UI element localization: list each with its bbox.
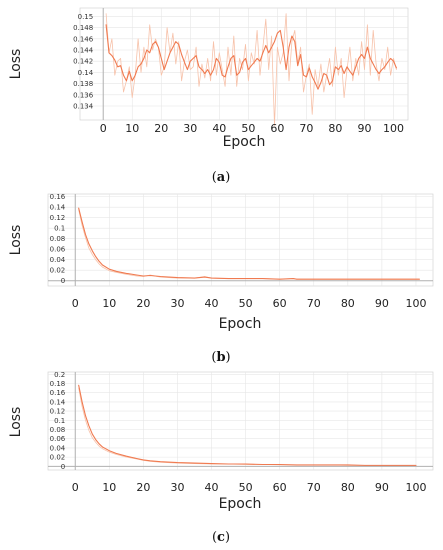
- smoothed-series-line: [78, 207, 420, 280]
- x-tick-label: 60: [273, 481, 287, 494]
- y-axis-title: Loss: [8, 49, 24, 80]
- loss-chart-a: 0.134 0.136 0.138 0.14 0.142 0.144 0.146 0.148 0…: [8, 7, 409, 185]
- y-tick-label: 0.16: [50, 193, 66, 201]
- y-tick-label: 0.2: [54, 371, 65, 379]
- y-tick-label: 0.12: [50, 408, 66, 416]
- x-tick-label: 20: [136, 481, 150, 494]
- x-axis-title: Epoch: [219, 316, 262, 332]
- y-tick-label: 0.02: [50, 454, 66, 462]
- x-tick-labels: 0 10 20 30 40 50 60 70 80 90 100: [72, 481, 427, 494]
- loss-chart-b: 0 0.02 0.04 0.06 0.08 0.1 0.12 0.14 0.16 0 10 20 30…: [8, 193, 434, 365]
- y-tick-label: 0.1: [54, 417, 65, 425]
- x-tick-label: 10: [102, 297, 116, 310]
- smoothed-series: [105, 24, 397, 90]
- smoothed-series-line: [105, 24, 397, 90]
- x-tick-label: 70: [307, 297, 321, 310]
- x-tick-label: 40: [205, 297, 219, 310]
- x-tick-label: 70: [299, 122, 313, 135]
- x-axis-title: Epoch: [219, 496, 262, 512]
- loss-chart-c: 00.020.040.060.080.10.120.140.160.180.2 …: [8, 371, 434, 545]
- y-tick-label: 0.134: [73, 103, 94, 111]
- x-tick-label: 0: [72, 481, 79, 494]
- y-axis-title: Loss: [8, 407, 24, 438]
- y-tick-label: 0: [61, 277, 65, 285]
- y-tick-label: 0.138: [73, 80, 93, 88]
- y-tick-label: 0.142: [73, 58, 93, 66]
- plot-area: [79, 7, 409, 121]
- x-axis-title: Epoch: [223, 134, 266, 150]
- x-tick-label: 10: [102, 481, 116, 494]
- grid-lines: [80, 8, 408, 120]
- y-tick-label: 0.18: [50, 380, 66, 388]
- caption-letter: b: [216, 350, 225, 365]
- x-tick-label: 80: [341, 297, 355, 310]
- x-tick-label: 100: [405, 297, 426, 310]
- caption-letter: a: [217, 170, 226, 185]
- x-tick-labels: 0 10 20 30 40 50 60 70 80 90 100: [72, 297, 427, 310]
- y-tick-label: 0.04: [50, 256, 66, 264]
- x-tick-label: 90: [357, 122, 371, 135]
- y-tick-label: 0.14: [50, 398, 66, 406]
- x-tick-label: 90: [375, 297, 389, 310]
- y-tick-label: 0.12: [50, 214, 66, 222]
- x-tick-label: 50: [239, 297, 253, 310]
- y-tick-label: 0.148: [73, 24, 93, 32]
- x-tick-label: 50: [239, 481, 253, 494]
- x-tick-label: 100: [383, 122, 404, 135]
- y-tick-label: 0.14: [50, 204, 66, 212]
- x-tick-label: 90: [375, 481, 389, 494]
- y-tick-label: 0.16: [50, 389, 66, 397]
- x-tick-label: 30: [170, 481, 184, 494]
- x-tick-label: 60: [273, 297, 287, 310]
- x-tick-label: 20: [136, 297, 150, 310]
- caption-b: (b): [211, 350, 230, 365]
- x-tick-label: 0: [100, 122, 107, 135]
- x-tick-label: 50: [241, 122, 255, 135]
- x-tick-label: 100: [405, 481, 426, 494]
- y-tick-labels: 00.02 0.040.060.080.10.12 0.140.160.180.2: [50, 371, 66, 471]
- y-tick-label: 0.136: [73, 91, 94, 99]
- y-tick-label: 0.04: [50, 444, 66, 452]
- x-tick-label: 40: [212, 122, 226, 135]
- y-tick-label: 0.08: [50, 426, 66, 434]
- x-tick-labels: 0 10 20 30 40 50 60 70 80 90 100: [100, 122, 404, 135]
- y-tick-label: 0.144: [73, 47, 94, 55]
- axes: [48, 194, 433, 286]
- y-tick-label: 0: [61, 463, 65, 471]
- x-tick-label: 40: [205, 481, 219, 494]
- y-tick-label: 0.14: [78, 69, 94, 77]
- x-tick-label: 0: [72, 297, 79, 310]
- x-tick-label: 80: [341, 481, 355, 494]
- caption-a: (a): [212, 170, 231, 185]
- smoothed-series: [78, 207, 420, 280]
- smoothed-series-line: [78, 384, 417, 466]
- x-tick-label: 70: [307, 481, 321, 494]
- y-tick-label: 0.06: [50, 435, 66, 443]
- y-tick-label: 0.146: [73, 35, 94, 43]
- x-tick-label: 30: [183, 122, 197, 135]
- x-tick-label: 30: [170, 297, 184, 310]
- x-tick-label: 80: [328, 122, 342, 135]
- plot-area: [47, 371, 434, 471]
- plot-area: [47, 193, 434, 287]
- x-tick-label: 60: [270, 122, 284, 135]
- y-axis-title: Loss: [8, 225, 24, 256]
- grid-lines: [48, 372, 433, 470]
- y-tick-label: 0.08: [50, 235, 66, 243]
- y-tick-labels: 0.134 0.136 0.138 0.14 0.142 0.144 0.146 0.148 0…: [73, 13, 94, 111]
- y-tick-label: 0.1: [54, 225, 65, 233]
- y-tick-label: 0.15: [78, 13, 94, 21]
- caption-letter: c: [217, 530, 225, 545]
- smoothed-series: [78, 384, 417, 466]
- caption-c: (c): [212, 530, 230, 545]
- axes: [48, 372, 433, 470]
- x-tick-label: 10: [125, 122, 139, 135]
- y-tick-labels: 0 0.02 0.04 0.06 0.08 0.1 0.12 0.14 0.16: [50, 193, 66, 285]
- x-tick-label: 20: [154, 122, 168, 135]
- y-tick-label: 0.06: [50, 246, 66, 254]
- y-tick-label: 0.02: [50, 267, 66, 275]
